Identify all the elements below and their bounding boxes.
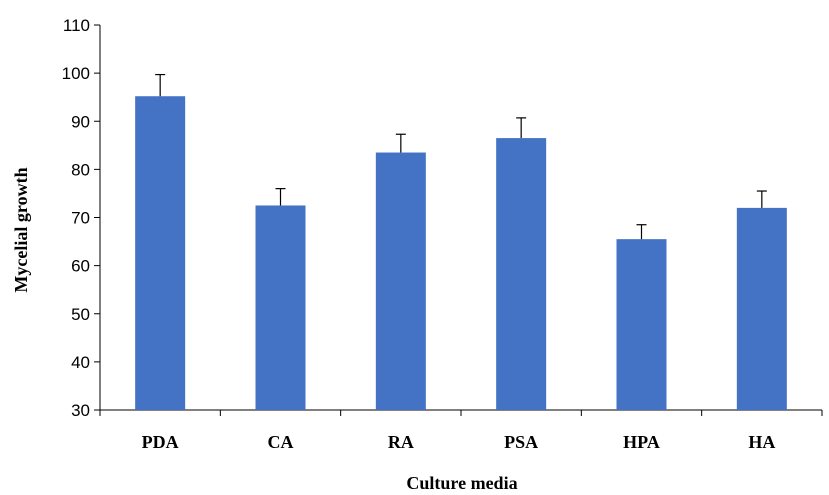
y-tick-label: 30 xyxy=(71,401,90,420)
x-tick-label: CA xyxy=(268,432,294,452)
bar xyxy=(496,138,547,410)
bar xyxy=(135,96,186,410)
y-tick-label: 40 xyxy=(71,353,90,372)
y-axis-title: Mycelial growth xyxy=(11,167,31,292)
x-tick-label: PSA xyxy=(504,432,538,452)
x-axis-title: Culture media xyxy=(406,473,517,493)
bar xyxy=(616,239,667,410)
bar xyxy=(375,152,426,410)
y-tick-label: 90 xyxy=(71,112,90,131)
y-tick-label: 50 xyxy=(71,305,90,324)
y-tick-label: 80 xyxy=(71,160,90,179)
x-tick-label: HA xyxy=(748,432,775,452)
x-tick-label: PDA xyxy=(142,432,179,452)
y-tick-label: 110 xyxy=(63,16,90,35)
y-tick-label: 100 xyxy=(62,64,90,83)
y-tick-label: 70 xyxy=(71,209,90,228)
bar xyxy=(255,205,306,410)
y-tick-label: 60 xyxy=(71,257,90,276)
plot-area: 30 40 50 60 70 80 90 100 110 PDA CA RA PSA HPA HA xyxy=(62,16,823,452)
x-tick-label: HPA xyxy=(623,432,660,452)
x-tick-label: RA xyxy=(388,432,414,452)
bar xyxy=(736,207,787,410)
